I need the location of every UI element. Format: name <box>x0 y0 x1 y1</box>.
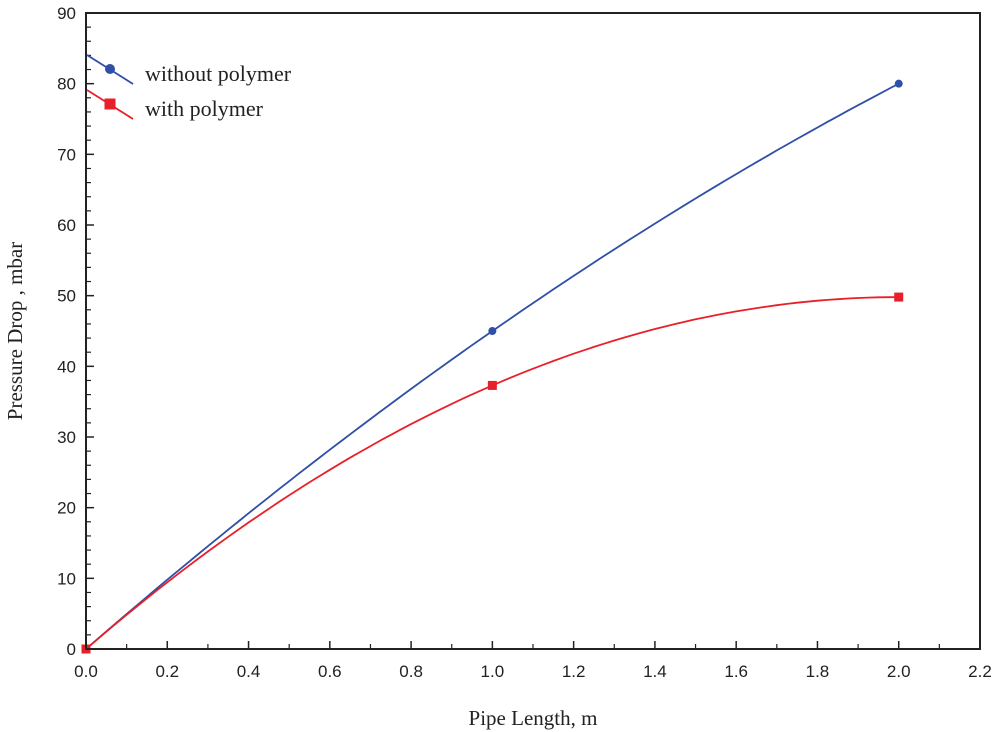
legend-label: without polymer <box>145 61 292 86</box>
x-tick-label: 2.0 <box>887 662 911 681</box>
x-tick-label: 0.8 <box>399 662 423 681</box>
legend-label: with polymer <box>145 96 264 121</box>
x-tick-label: 0.0 <box>74 662 98 681</box>
y-tick-label: 70 <box>57 145 76 164</box>
y-tick-label: 60 <box>57 216 76 235</box>
data-point <box>894 292 904 302</box>
data-point <box>488 327 497 335</box>
x-tick-label: 2.2 <box>968 662 992 681</box>
x-tick-label: 0.6 <box>318 662 342 681</box>
y-tick-label: 0 <box>67 640 76 659</box>
y-tick-label: 50 <box>57 287 76 306</box>
x-axis-label: Pipe Length, m <box>469 706 598 730</box>
x-tick-label: 1.8 <box>806 662 830 681</box>
y-tick-label: 30 <box>57 428 76 447</box>
legend-marker-square <box>104 98 116 110</box>
y-axis-label: Pressure Drop , mbar <box>3 242 27 420</box>
y-tick-label: 90 <box>57 4 76 23</box>
y-tick-label: 20 <box>57 499 76 518</box>
legend-marker-circle <box>105 64 115 74</box>
x-tick-label: 1.2 <box>562 662 586 681</box>
x-tick-label: 0.2 <box>155 662 179 681</box>
x-tick-label: 1.0 <box>481 662 505 681</box>
series-line-1 <box>85 296 899 650</box>
x-tick-label: 0.4 <box>237 662 261 681</box>
x-tick-label: 1.4 <box>643 662 667 681</box>
series-line-0 <box>85 82 900 650</box>
x-tick-label: 1.6 <box>724 662 748 681</box>
data-point <box>487 380 497 390</box>
data-point <box>894 79 903 88</box>
y-tick-label: 80 <box>57 75 76 94</box>
y-tick-label: 10 <box>57 569 76 588</box>
y-tick-label: 40 <box>57 357 76 376</box>
